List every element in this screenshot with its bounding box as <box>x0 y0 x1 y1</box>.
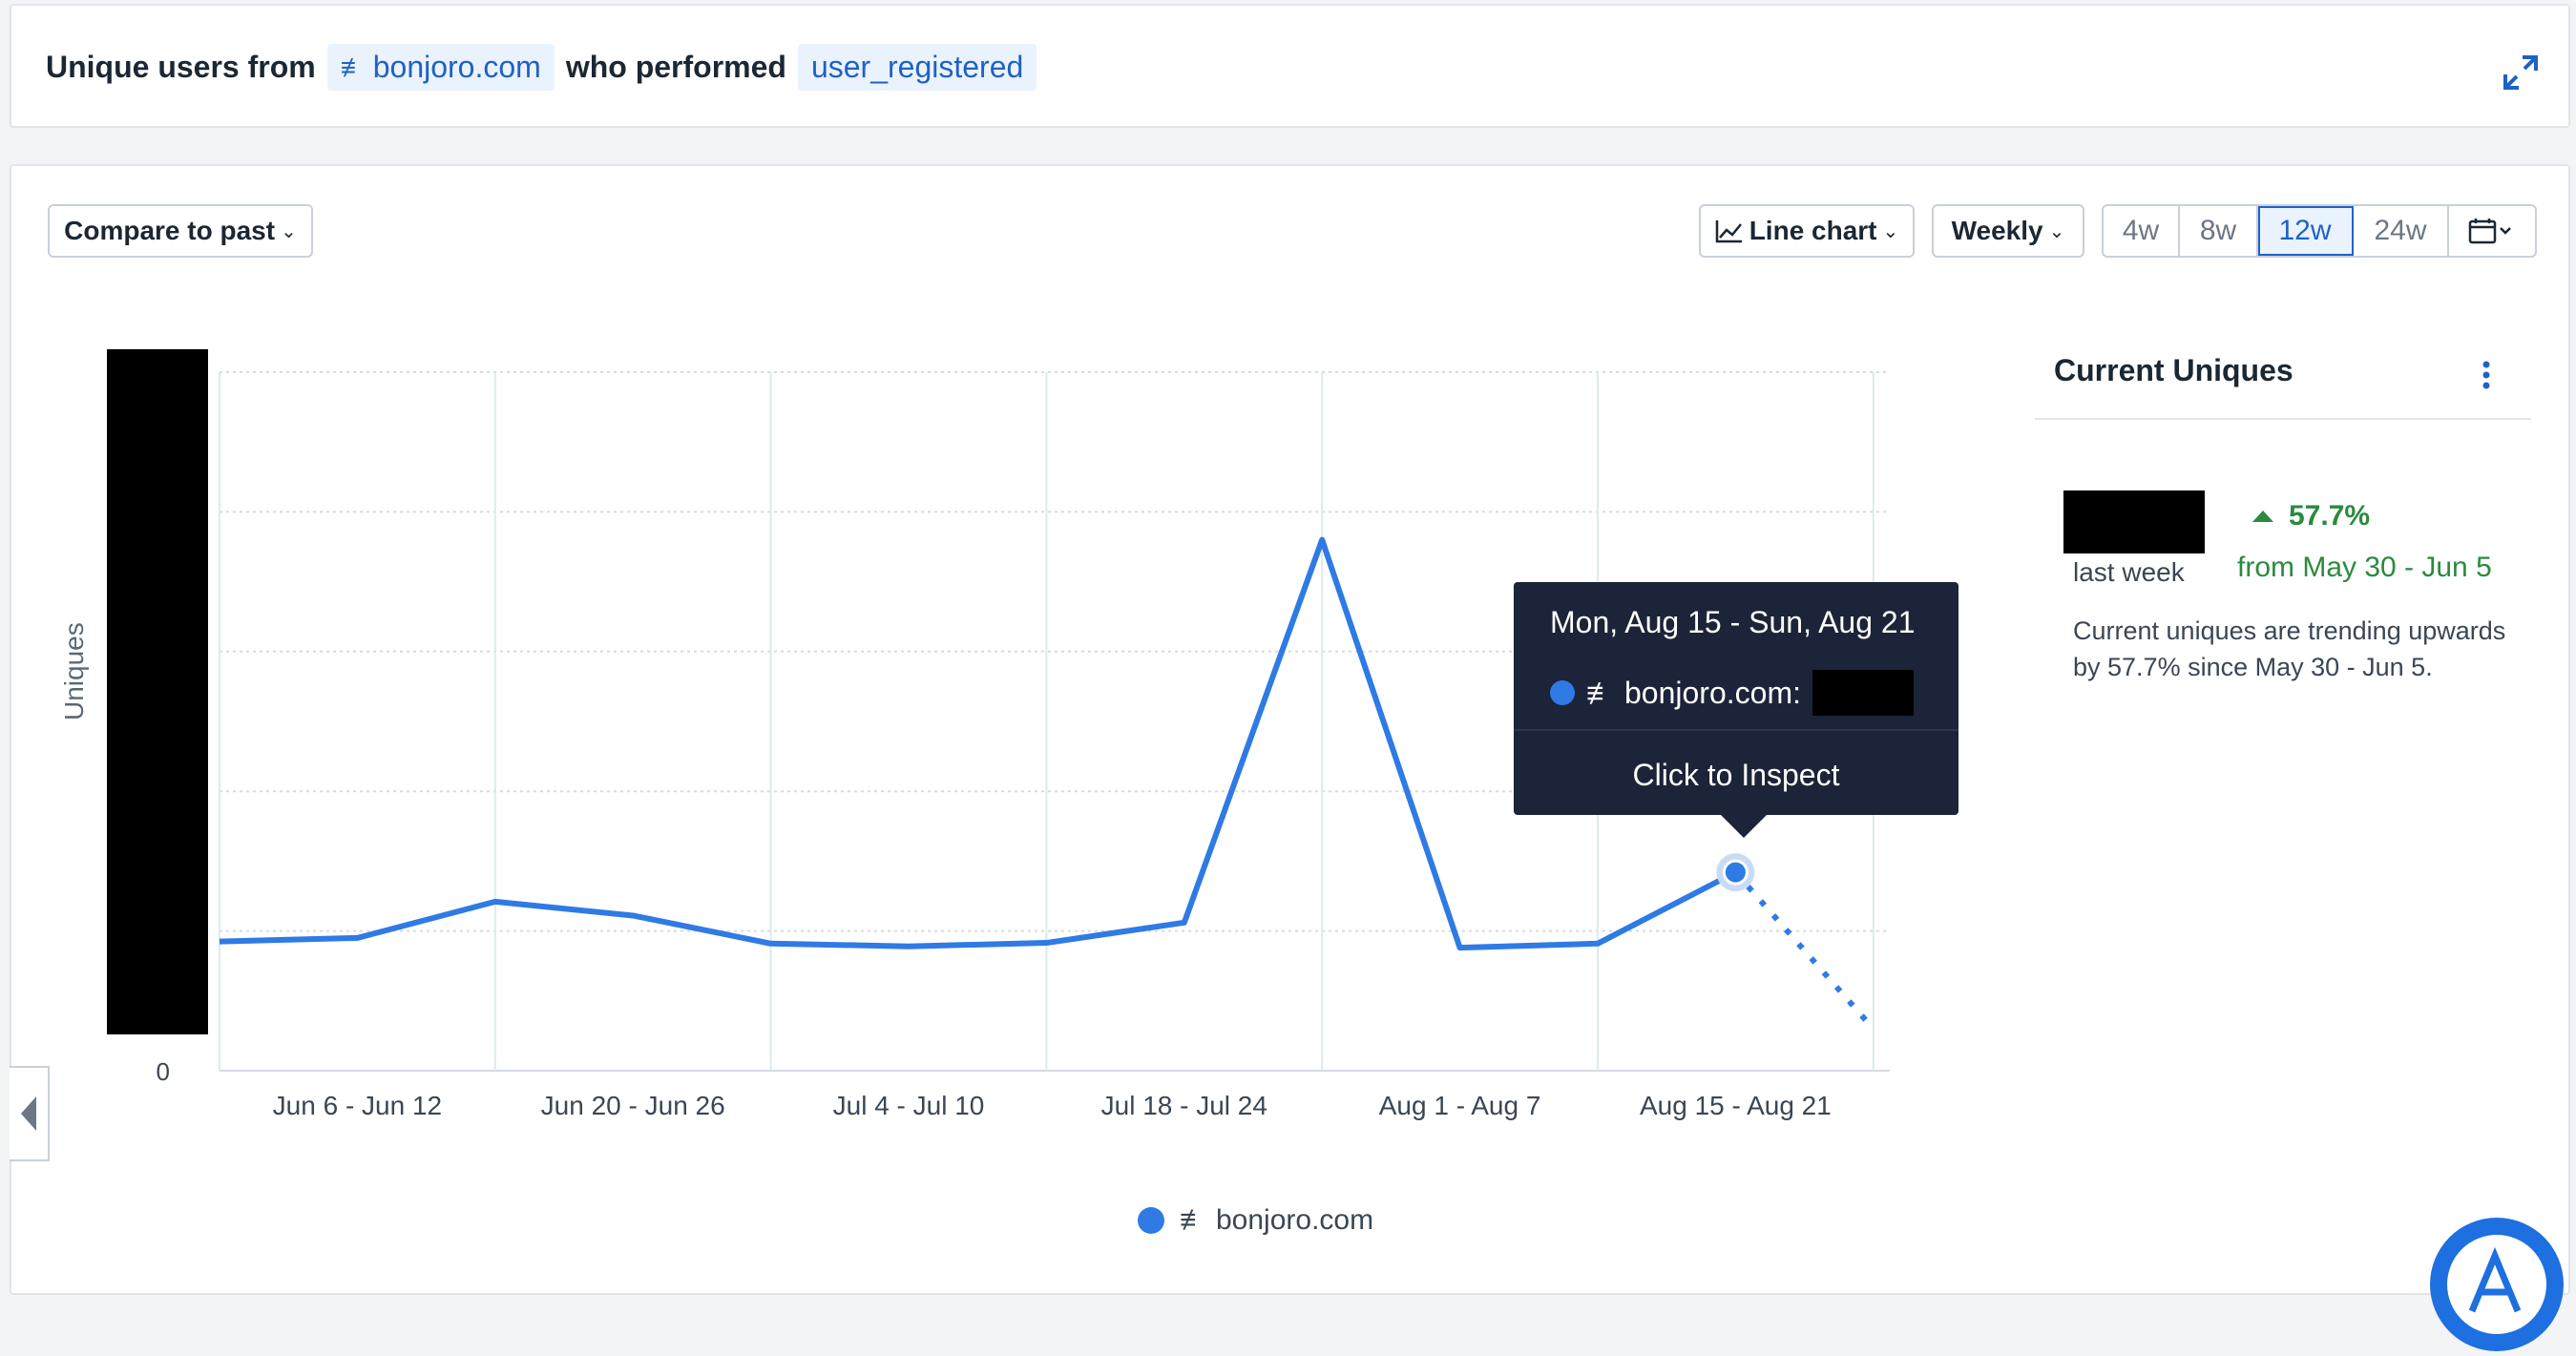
chart-legend[interactable]: ≢ bonjoro.com <box>1138 1204 1373 1237</box>
segment-label: bonjoro.com <box>372 50 541 84</box>
range-8w[interactable]: 8w <box>2180 206 2258 256</box>
x-tick-label: Jul 4 - Jul 10 <box>833 1091 985 1120</box>
date-picker-button[interactable] <box>2449 206 2535 256</box>
x-tick-label: Jul 18 - Jul 24 <box>1101 1091 1267 1120</box>
x-tick-label: Jun 20 - Jun 26 <box>541 1091 725 1120</box>
sidebar-divider <box>2035 418 2531 420</box>
range-24w[interactable]: 24w <box>2354 206 2449 256</box>
interval-label: Weekly <box>1951 216 2043 245</box>
amplitude-logo-icon[interactable] <box>2430 1218 2564 1351</box>
tooltip-divider <box>1514 729 1958 731</box>
trend-up-icon <box>2252 511 2273 522</box>
range-selector: 4w 8w 12w 24w <box>2102 204 2537 258</box>
x-tick-label: Aug 15 - Aug 21 <box>1640 1091 1832 1120</box>
sidebar-toggle-button[interactable] <box>10 1066 50 1161</box>
click-to-inspect[interactable]: Click to Inspect <box>1632 758 1840 792</box>
event-pill[interactable]: user_registered <box>797 44 1037 91</box>
not-equal-icon: ≢ <box>1180 1204 1208 1236</box>
caret-left-icon <box>21 1096 36 1131</box>
chart-tooltip: Mon, Aug 15 - Sun, Aug 21 ≢ bonjoro.com:… <box>1514 582 1958 838</box>
series-dot-icon <box>1550 680 1575 705</box>
calendar-icon <box>2468 219 2511 244</box>
expand-icon[interactable] <box>2502 53 2540 92</box>
y-axis-label: Uniques <box>59 622 89 720</box>
tooltip-series-row: ≢ bonjoro.com: <box>1550 670 1914 716</box>
legend-label: bonjoro.com <box>1216 1204 1374 1236</box>
trend-description: Current uniques are trending upwards by … <box>2073 616 2506 681</box>
chart-type-label: Line chart <box>1749 216 1877 245</box>
current-uniques-title: Current Uniques <box>2054 353 2293 387</box>
period-label: last week <box>2073 557 2185 587</box>
data-point[interactable] <box>1722 859 1749 886</box>
line-chart: Jun 6 - Jun 12 Jun 20 - Jun 26 Jul 4 - Jul… <box>157 371 1890 1120</box>
range-12w[interactable]: 12w <box>2258 206 2354 256</box>
delta-value: 57.7% <box>2252 500 2370 532</box>
line-chart-icon <box>1715 220 1742 243</box>
legend-dot-icon <box>1138 1207 1164 1234</box>
projected-line <box>1733 870 1876 1032</box>
chart-card: Compare to past ⌄ Line chart ⌄ Weekly ⌄ … <box>10 164 2570 1295</box>
chevron-down-icon: ⌄ <box>1882 220 1899 242</box>
tooltip-title: Mon, Aug 15 - Sun, Aug 21 <box>1550 605 1916 639</box>
not-equal-icon: ≢ <box>1586 675 1617 710</box>
query-header: Unique users from ≢ bonjoro.com who perf… <box>10 4 2570 128</box>
compare-label: Compare to past <box>64 216 276 245</box>
chart-type-dropdown[interactable]: Line chart ⌄ <box>1699 204 1915 258</box>
y-tick-label: 0 <box>157 1057 170 1086</box>
not-equal-icon: ≢ <box>340 52 367 82</box>
query-prefix: Unique users from <box>46 50 316 84</box>
delta-percent: 57.7% <box>2289 500 2371 532</box>
redacted-value <box>1812 670 1914 716</box>
chevron-down-icon: ⌄ <box>281 220 297 242</box>
series-line[interactable] <box>219 536 1737 951</box>
tooltip-series-label: bonjoro.com: <box>1624 675 1801 710</box>
query-description: Unique users from ≢ bonjoro.com who perf… <box>46 44 1048 91</box>
range-4w[interactable]: 4w <box>2104 206 2180 256</box>
delta-from: from May 30 - Jun 5 <box>2237 552 2492 583</box>
segment-pill[interactable]: ≢ bonjoro.com <box>326 44 555 91</box>
redacted-current-value <box>2063 490 2205 553</box>
chevron-down-icon: ⌄ <box>2048 220 2065 242</box>
tooltip-arrow <box>1721 815 1767 838</box>
query-middle: who performed <box>565 50 786 84</box>
compare-to-past-button[interactable]: Compare to past ⌄ <box>48 204 313 258</box>
interval-dropdown[interactable]: Weekly ⌄ <box>1932 204 2084 258</box>
x-tick-label: Jun 6 - Jun 12 <box>273 1091 442 1120</box>
redacted-y-axis <box>107 349 208 1034</box>
x-tick-label: Aug 1 - Aug 7 <box>1379 1091 1541 1120</box>
more-options-icon[interactable] <box>2482 361 2491 389</box>
